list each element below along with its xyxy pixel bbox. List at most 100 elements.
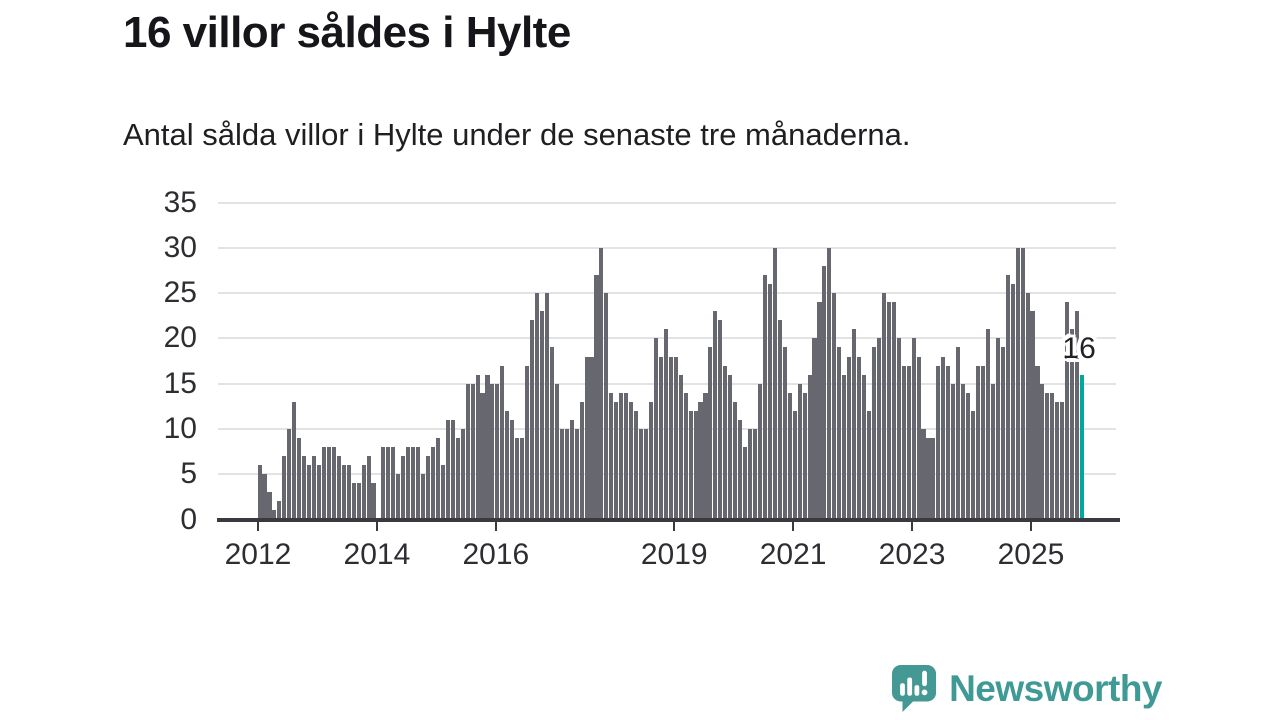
bar xyxy=(911,338,916,520)
gridline xyxy=(218,201,1116,204)
bar xyxy=(767,284,772,520)
bar xyxy=(381,447,386,520)
bar xyxy=(852,329,857,520)
bar xyxy=(971,410,976,520)
bar xyxy=(262,474,267,520)
bar xyxy=(326,447,331,520)
bar xyxy=(564,428,569,520)
bar xyxy=(445,419,450,520)
bar xyxy=(257,465,262,520)
bar xyxy=(881,293,886,520)
bar xyxy=(287,428,292,520)
bar xyxy=(579,401,584,520)
y-axis-label: 0 xyxy=(180,502,197,536)
bar xyxy=(1045,392,1050,520)
bar xyxy=(416,447,421,520)
gridline xyxy=(218,292,1116,295)
bar xyxy=(901,365,906,520)
bar xyxy=(990,383,995,520)
bar xyxy=(1010,284,1015,520)
bar xyxy=(520,438,525,520)
x-axis-tick xyxy=(1029,521,1032,531)
bar xyxy=(802,392,807,520)
bar xyxy=(307,465,312,520)
bar xyxy=(653,338,658,520)
bar xyxy=(1030,311,1035,520)
bar xyxy=(282,456,287,520)
bar xyxy=(718,320,723,520)
bar xyxy=(336,456,341,520)
bar xyxy=(515,438,520,520)
bar xyxy=(351,483,356,520)
bar xyxy=(361,465,366,520)
bar xyxy=(604,293,609,520)
bar xyxy=(1040,383,1045,520)
bar xyxy=(297,438,302,520)
bar xyxy=(624,392,629,520)
bar-chart-speech-bubble-icon xyxy=(891,664,937,714)
x-axis-label: 2025 xyxy=(997,538,1065,571)
x-axis-label: 2023 xyxy=(878,538,946,571)
bar xyxy=(302,456,307,520)
bar xyxy=(733,401,738,520)
bar xyxy=(321,447,326,520)
bar xyxy=(1065,302,1070,520)
y-axis-label: 30 xyxy=(163,230,197,264)
bar xyxy=(832,293,837,520)
y-axis-label: 15 xyxy=(163,366,197,400)
bar xyxy=(926,438,931,520)
x-axis-tick xyxy=(911,521,914,531)
bar xyxy=(609,392,614,520)
bar xyxy=(277,501,282,520)
bar xyxy=(1025,293,1030,520)
bar xyxy=(401,456,406,520)
bar xyxy=(411,447,416,520)
bar xyxy=(658,356,663,520)
bar xyxy=(906,365,911,520)
bar xyxy=(356,483,361,520)
bar xyxy=(1050,392,1055,520)
y-axis-label: 5 xyxy=(180,457,197,491)
x-axis-label: 2012 xyxy=(224,538,292,571)
bar xyxy=(341,465,346,520)
bar xyxy=(847,356,852,520)
bar xyxy=(569,419,574,520)
x-axis-tick xyxy=(792,521,795,531)
bar xyxy=(505,410,510,520)
bar xyxy=(316,465,322,520)
bar xyxy=(629,401,634,520)
bar xyxy=(896,338,901,520)
bar xyxy=(272,510,277,520)
bar xyxy=(589,356,594,520)
bar xyxy=(743,447,748,520)
gridline xyxy=(218,246,1116,249)
bar xyxy=(1005,275,1010,520)
bar xyxy=(891,302,896,520)
bar xyxy=(1015,247,1020,520)
bar xyxy=(460,428,465,520)
y-axis-label: 25 xyxy=(163,276,197,310)
bar xyxy=(619,392,624,520)
x-axis-tick xyxy=(375,521,378,531)
bar xyxy=(683,392,688,520)
bar xyxy=(807,374,812,520)
bar xyxy=(941,356,946,520)
bar xyxy=(534,293,540,520)
bar xyxy=(366,456,371,520)
x-axis-label: 2016 xyxy=(462,538,530,571)
x-axis-tick xyxy=(494,521,497,531)
bar xyxy=(396,474,401,520)
bar xyxy=(643,428,649,520)
bar xyxy=(723,365,728,520)
x-axis-label: 2019 xyxy=(640,538,708,571)
bar xyxy=(738,419,743,520)
bar xyxy=(450,419,455,520)
bar xyxy=(1060,401,1065,520)
bar xyxy=(946,365,951,520)
bar xyxy=(1075,311,1080,520)
bar xyxy=(787,392,792,520)
bar xyxy=(698,401,703,520)
bar xyxy=(995,338,1000,520)
page-subtitle: Antal sålda villor i Hylte under de sena… xyxy=(123,117,911,152)
